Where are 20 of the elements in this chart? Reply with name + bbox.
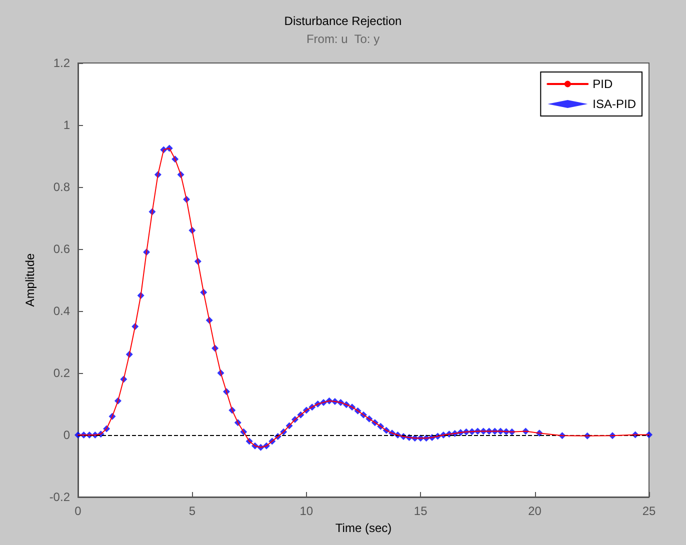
legend-label: PID [592, 77, 613, 91]
x-tick-label: 10 [300, 504, 314, 518]
y-tick-label: 0.2 [53, 366, 70, 380]
x-tick-label: 25 [642, 504, 656, 518]
y-tick-label: 0.4 [53, 304, 70, 318]
x-tick-label: 0 [74, 504, 82, 518]
y-axis-title: Amplitude [23, 253, 37, 307]
y-tick-label: -0.2 [49, 490, 70, 504]
y-tick-label: 1 [63, 118, 70, 132]
y-tick-label: 0.6 [53, 242, 70, 256]
y-tick-label: 0.8 [53, 180, 70, 194]
chart-subtitle: From: u To: y [306, 32, 380, 46]
chart-title: Disturbance Rejection [284, 14, 402, 28]
x-tick-label: 20 [528, 504, 542, 518]
x-tick-label: 15 [414, 504, 428, 518]
x-tick-label: 5 [188, 504, 196, 518]
legend-label: ISA-PID [592, 97, 636, 111]
y-tick-label: 0 [63, 428, 70, 442]
x-axis-title: Time (sec) [335, 520, 392, 535]
y-tick-label: 1.2 [53, 56, 70, 70]
